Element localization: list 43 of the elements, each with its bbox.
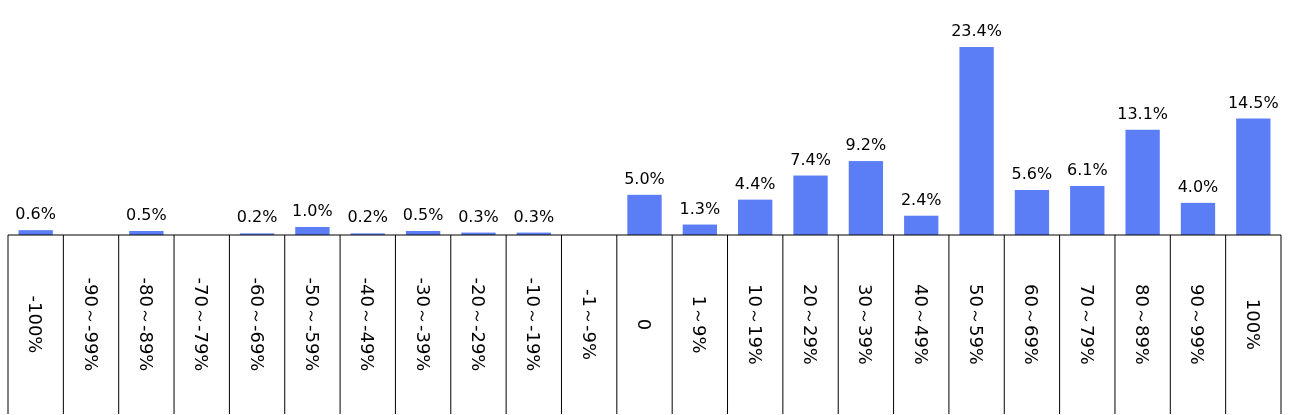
x-tick-label: -40～-49% xyxy=(357,277,379,372)
x-tick-label: -50～-59% xyxy=(301,277,323,372)
x-tick-label: -90～-99% xyxy=(80,277,102,372)
x-tick-label: 90～99% xyxy=(1187,284,1209,365)
x-tick-label: 50～59% xyxy=(966,284,988,365)
data-label: 23.4% xyxy=(951,21,1002,40)
data-label: 2.4% xyxy=(900,189,942,209)
data-label: 1.0% xyxy=(292,200,333,220)
x-tick-label: -30～-39% xyxy=(412,277,434,372)
x-tick-label: 20～29% xyxy=(800,284,822,365)
x-tick-label: 10～19% xyxy=(744,284,766,365)
data-label: 0.3% xyxy=(458,206,499,226)
x-tick-label: 100% xyxy=(1242,298,1264,351)
data-label: 7.4% xyxy=(790,149,831,169)
data-label: 4.0% xyxy=(1177,176,1219,196)
x-tick-label: 0 xyxy=(634,318,655,331)
data-label: 6.1% xyxy=(1066,159,1108,179)
data-label: 4.4% xyxy=(734,173,776,193)
x-tick-label: 80～89% xyxy=(1132,284,1154,365)
x-tick-label: -70～-79% xyxy=(191,277,213,372)
x-tick-label: 30～39% xyxy=(855,284,877,365)
data-label: 1.3% xyxy=(679,198,721,218)
x-tick-label: 70～79% xyxy=(1076,284,1098,365)
data-label: 0.5% xyxy=(126,204,167,224)
data-label: 0.2% xyxy=(236,207,278,227)
x-tick-label: -100% xyxy=(25,295,47,354)
x-tick-label: -10～-19% xyxy=(523,277,545,372)
data-label: 0.2% xyxy=(347,207,389,227)
data-label: 14.5% xyxy=(1227,92,1279,112)
x-tick-label: 1～9% xyxy=(689,295,711,354)
x-tick-label: 60～69% xyxy=(1021,284,1043,365)
data-label: 0.6% xyxy=(15,204,56,224)
data-label: 5.0% xyxy=(624,168,665,188)
data-label: 0.5% xyxy=(402,204,444,224)
data-label: 13.1% xyxy=(1117,103,1169,123)
data-label: 9.2% xyxy=(845,135,887,155)
x-tick-label: -80～-89% xyxy=(135,277,157,372)
x-tick-label: -1～-9% xyxy=(578,289,600,360)
x-tick-label: -20～-29% xyxy=(467,277,489,372)
x-tick-label: -60～-69% xyxy=(246,277,268,372)
data-label: 5.6% xyxy=(1011,164,1053,184)
x-tick-label: 40～49% xyxy=(910,284,932,365)
data-label: 0.3% xyxy=(513,206,555,226)
